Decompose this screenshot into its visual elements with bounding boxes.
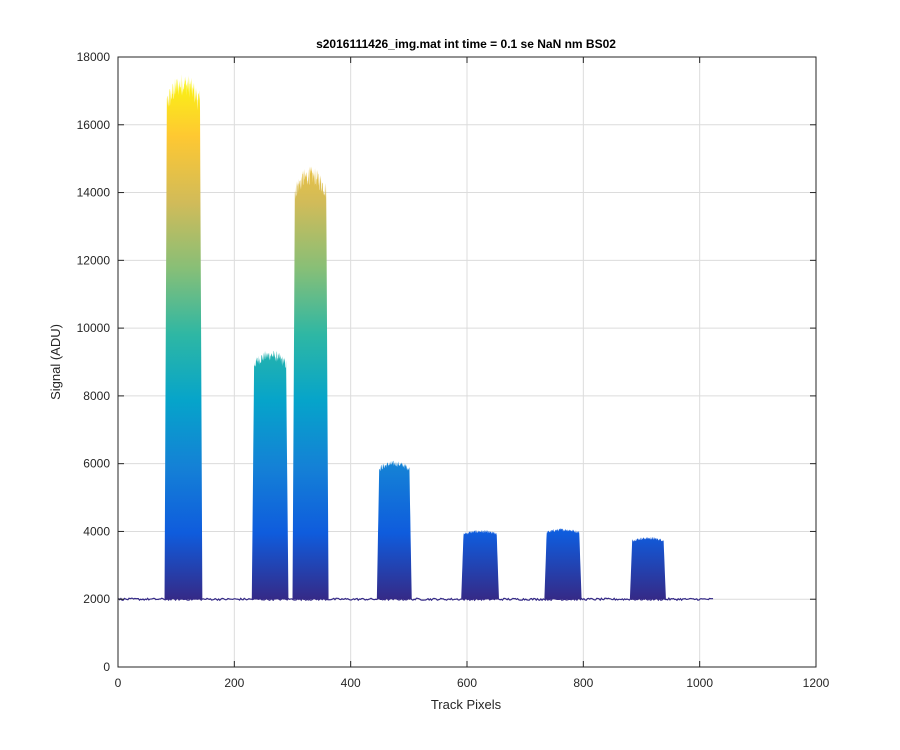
x-tick-label-3: 600 bbox=[457, 676, 477, 690]
x-tick-labels: 0 200 400 600 800 1000 1200 bbox=[115, 676, 830, 690]
y-tick-label-3: 6000 bbox=[83, 457, 110, 471]
y-tick-label-5: 10000 bbox=[77, 321, 111, 335]
baseline-trace bbox=[118, 597, 714, 602]
signal-peak-7 bbox=[628, 536, 668, 600]
y-tick-label-4: 8000 bbox=[83, 389, 110, 403]
y-tick-label-2: 4000 bbox=[83, 524, 110, 538]
y-tick-label-6: 12000 bbox=[77, 253, 111, 267]
chart-title: s2016111426_img.mat int time = 0.1 se Na… bbox=[316, 37, 616, 51]
y-tick-label-8: 16000 bbox=[77, 118, 111, 132]
grid-lines bbox=[118, 57, 816, 667]
signal-peak-4 bbox=[375, 460, 413, 600]
signal-peak-2 bbox=[250, 350, 290, 600]
y-tick-labels: 0 2000 4000 6000 8000 10000 12000 14000 16000 180… bbox=[77, 50, 111, 674]
x-tick-label-6: 1200 bbox=[803, 676, 830, 690]
x-tick-label-4: 800 bbox=[573, 676, 593, 690]
x-tick-label-5: 1000 bbox=[686, 676, 713, 690]
series-layer bbox=[163, 74, 668, 600]
tick-marks bbox=[117, 56, 817, 668]
signal-peak-5 bbox=[460, 530, 501, 600]
x-axis-label: Track Pixels bbox=[431, 697, 502, 712]
y-tick-label-9: 18000 bbox=[77, 50, 111, 64]
y-tick-label-1: 2000 bbox=[83, 592, 110, 606]
baseline-layer bbox=[118, 597, 714, 602]
x-tick-label-2: 400 bbox=[341, 676, 361, 690]
y-tick-label-0: 0 bbox=[103, 660, 110, 674]
x-tick-label-1: 200 bbox=[224, 676, 244, 690]
y-axis-label: Signal (ADU) bbox=[48, 324, 63, 400]
signal-peak-6 bbox=[543, 528, 583, 600]
signal-peak-1 bbox=[163, 74, 204, 600]
x-tick-label-0: 0 bbox=[115, 676, 122, 690]
y-tick-label-7: 14000 bbox=[77, 186, 111, 200]
signal-peak-3 bbox=[291, 166, 330, 600]
